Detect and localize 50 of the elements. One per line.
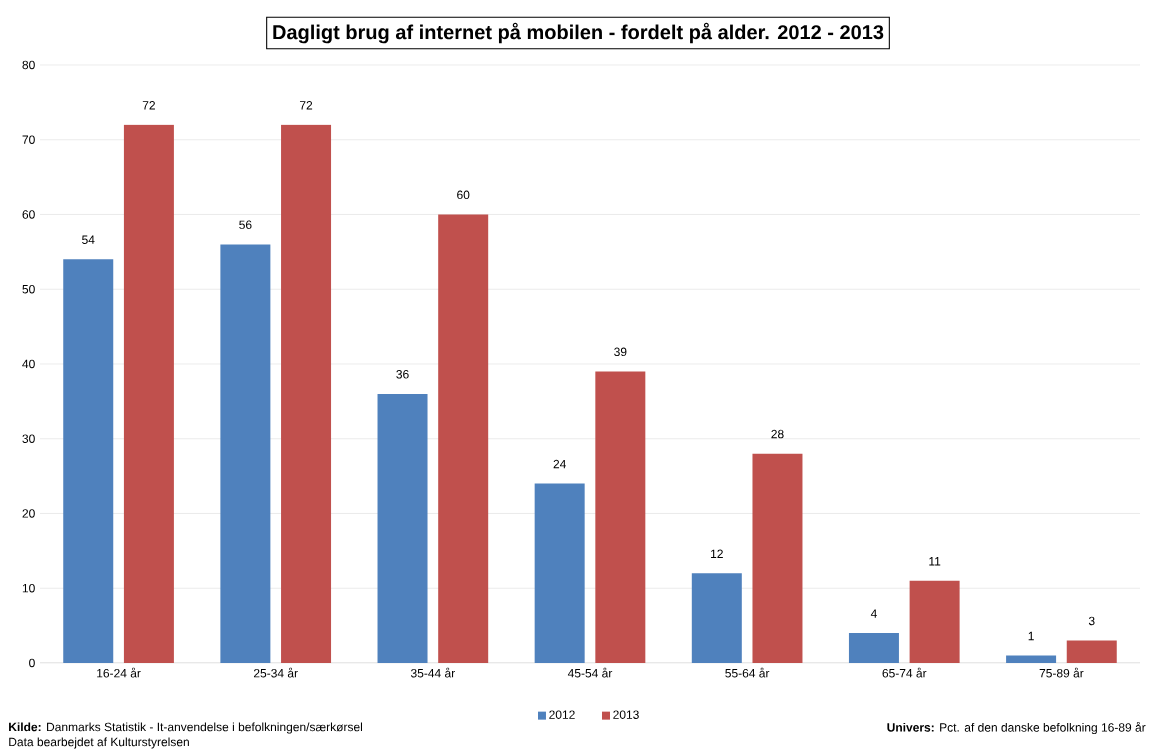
data-label: 28 xyxy=(771,429,784,439)
y-tick-label: 10 xyxy=(22,583,35,593)
bar xyxy=(377,393,428,663)
x-tick-label: 55-64 år xyxy=(725,667,770,678)
data-label: 4 xyxy=(870,609,877,618)
data-label: 12 xyxy=(711,549,723,558)
bar xyxy=(752,453,803,663)
text: Univers: Pct. af den danske befolkning 16-89 år xyxy=(887,721,1146,735)
x-tick-label: 16-24 år xyxy=(97,667,141,678)
data-label: 60 xyxy=(457,190,470,200)
text: Data bearbejdet af Kulturstyrelsen xyxy=(9,737,189,749)
data-label: 54 xyxy=(82,235,95,244)
y-tick-label: 0 xyxy=(29,658,35,668)
bar xyxy=(691,573,742,663)
bar xyxy=(1066,640,1117,663)
y-tick-label: 20 xyxy=(22,509,35,518)
data-label: 56 xyxy=(239,220,252,230)
bar xyxy=(220,244,271,663)
bar xyxy=(595,371,646,663)
bar xyxy=(63,259,114,663)
y-tick-label: 50 xyxy=(22,284,35,294)
data-label: 1 xyxy=(1028,631,1034,641)
data-label: 72 xyxy=(299,101,313,110)
bar xyxy=(534,483,585,663)
bar xyxy=(1006,655,1057,663)
data-label: 39 xyxy=(614,347,627,357)
bar xyxy=(281,124,332,663)
x-tick-label: 65-74 år xyxy=(882,667,927,678)
y-tick-label: 30 xyxy=(22,434,35,443)
bar xyxy=(438,214,489,663)
data-label: 72 xyxy=(142,101,155,110)
y-tick-label: 70 xyxy=(22,135,35,144)
x-tick-label: 25-34 år xyxy=(253,667,298,678)
bar xyxy=(848,633,899,663)
x-tick-label: 45-54 år xyxy=(567,667,613,678)
y-tick-label: 60 xyxy=(22,210,35,219)
data-label: 24 xyxy=(553,459,566,469)
y-tick-label: 40 xyxy=(22,359,35,369)
data-label: 36 xyxy=(396,370,409,379)
legend-label: 2013 xyxy=(613,710,639,719)
data-label: 11 xyxy=(929,557,941,566)
x-tick-label: 75-89 år xyxy=(1039,667,1084,678)
x-tick-label: 35-44 år xyxy=(410,667,455,678)
y-tick-label: 80 xyxy=(22,60,35,70)
bar xyxy=(123,124,174,663)
data-label: 3 xyxy=(1088,616,1095,626)
legend-label: 2012 xyxy=(549,710,575,719)
bar xyxy=(909,580,960,663)
text: Kilde: Danmarks Statistik - It-anvendelse i befolkningen/særkørsel xyxy=(9,722,362,734)
chart-title: Dagligt brug af internet på mobilen - fordelt på alder. 2012 - 2013 xyxy=(273,22,884,44)
